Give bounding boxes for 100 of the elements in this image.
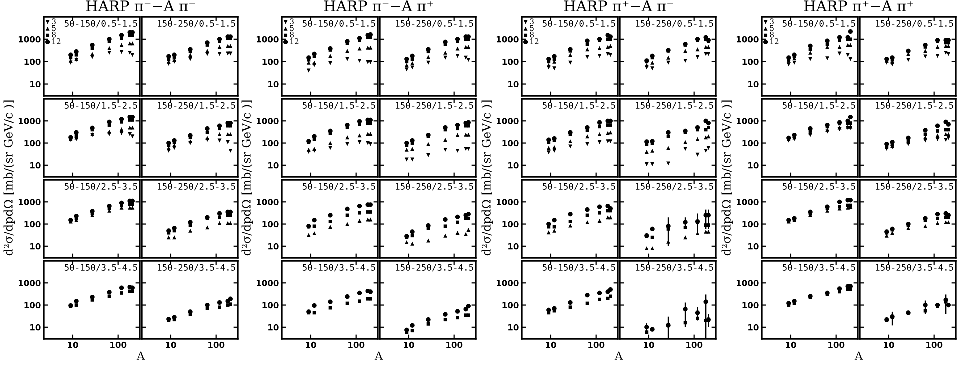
x-axis-title: A bbox=[614, 352, 624, 360]
y-tick-label: 10 bbox=[748, 324, 759, 331]
y-tick-label: 100 bbox=[24, 140, 41, 147]
y-tick-label: 10 bbox=[508, 81, 519, 88]
y-tick-label: 1000 bbox=[496, 199, 519, 206]
y-tick-label: 100 bbox=[24, 302, 41, 309]
y-tick-label: 10 bbox=[508, 324, 519, 331]
y-tick-label: 10 bbox=[30, 162, 41, 169]
y-tick-label: 10 bbox=[268, 81, 279, 88]
y-tick-label: 1000 bbox=[18, 118, 41, 124]
y-tick-label: 10 bbox=[748, 243, 759, 250]
x-tick-label: 10 bbox=[306, 342, 316, 348]
chart-subtitle: 150-250/2.5-3.5 bbox=[396, 183, 474, 191]
y-tick-label: 1000 bbox=[256, 36, 279, 43]
x-tick-label: 10 bbox=[786, 342, 796, 348]
chart-subtitle: 150-250/1.5-2.5 bbox=[158, 102, 236, 110]
y-tick-label: 100 bbox=[502, 302, 519, 309]
x-axis-title: A bbox=[374, 352, 384, 360]
y-tick-label: 1000 bbox=[256, 199, 279, 206]
x-axis-title: A bbox=[136, 352, 146, 360]
y-tick-label: 10 bbox=[508, 162, 519, 169]
y-tick-label: 100 bbox=[742, 140, 759, 147]
y-tick-label: 10 bbox=[508, 243, 519, 250]
chart-subtitle: 150-250/2.5-3.5 bbox=[636, 183, 714, 191]
x-tick-label: 10 bbox=[546, 342, 556, 348]
y-tick-label: 1000 bbox=[496, 36, 519, 43]
chart-subtitle: 150-250/0.5-1.5 bbox=[158, 20, 236, 28]
x-tick-label: 10 bbox=[884, 342, 894, 348]
y-tick-label: 100 bbox=[742, 221, 759, 228]
y-tick-label: 100 bbox=[502, 221, 519, 228]
chart-subtitle: 150-250/1.5-2.5 bbox=[636, 102, 714, 110]
chart-title: HARP π⁻−A π⁺ bbox=[324, 0, 434, 12]
y-tick-label: 100 bbox=[262, 221, 279, 228]
chart-title: HARP π⁻−A π⁻ bbox=[86, 0, 196, 12]
chart-subtitle: 50-150/0.5-1.5 bbox=[302, 20, 376, 28]
x-tick-label: 10 bbox=[404, 342, 414, 348]
y-tick-label: 100 bbox=[262, 140, 279, 147]
chart-subtitle: 50-150/0.5-1.5 bbox=[64, 20, 138, 28]
y-tick-label: 1000 bbox=[496, 280, 519, 286]
y-tick-label: 1000 bbox=[18, 199, 41, 206]
y-tick-label: 1000 bbox=[18, 280, 41, 286]
y-tick-label: 10 bbox=[268, 243, 279, 250]
y-tick-label: 1000 bbox=[736, 36, 759, 43]
x-tick-label: 100 bbox=[208, 342, 225, 348]
chart-title: HARP π⁺−A π⁻ bbox=[564, 0, 674, 12]
y-tick-label: 1000 bbox=[256, 118, 279, 124]
chart-subtitle: 150-250/3.5-4.5 bbox=[396, 264, 474, 272]
x-tick-label: 10 bbox=[166, 342, 176, 348]
y-axis-title: d²σ/dpdΩ [mb/(sr GeV/c )] bbox=[722, 100, 734, 256]
y-tick-label: 10 bbox=[268, 162, 279, 169]
y-tick-label: 10 bbox=[30, 81, 41, 88]
chart-title: HARP π⁺−A π⁺ bbox=[804, 0, 914, 12]
x-tick-label: 100 bbox=[828, 342, 845, 348]
x-tick-label: 100 bbox=[588, 342, 605, 348]
chart-subtitle: 150-250/0.5-1.5 bbox=[396, 20, 474, 28]
y-tick-label: 1000 bbox=[496, 118, 519, 124]
chart-subtitle: 50-150/1.5-2.5 bbox=[302, 102, 376, 110]
chart-subtitle: 50-150/0.5-1.5 bbox=[542, 20, 616, 28]
chart-subtitle: 50-150/2.5-3.5 bbox=[782, 183, 856, 191]
chart-subtitle: 150-250/0.5-1.5 bbox=[876, 20, 954, 28]
chart-subtitle: 50-150/3.5-4.5 bbox=[782, 264, 856, 272]
y-tick-label: 100 bbox=[262, 302, 279, 309]
x-tick-label: 10 bbox=[644, 342, 654, 348]
y-tick-label: 10 bbox=[748, 81, 759, 88]
chart-subtitle: 50-150/1.5-2.5 bbox=[782, 102, 856, 110]
chart-subtitle: 50-150/1.5-2.5 bbox=[542, 102, 616, 110]
x-tick-label: 100 bbox=[348, 342, 365, 348]
chart-subtitle: 150-250/2.5-3.5 bbox=[158, 183, 236, 191]
chart-subtitle: 150-250/1.5-2.5 bbox=[396, 102, 474, 110]
y-tick-label: 100 bbox=[262, 58, 279, 66]
chart-subtitle: 50-150/2.5-3.5 bbox=[302, 183, 376, 191]
chart-subtitle: 150-250/3.5-4.5 bbox=[636, 264, 714, 272]
chart-subtitle: 150-250/2.5-3.5 bbox=[876, 183, 954, 191]
y-axis-title: d²σ/dpdΩ [mb/(sr GeV/c )] bbox=[4, 100, 16, 256]
y-tick-label: 100 bbox=[24, 221, 41, 228]
y-tick-label: 10 bbox=[268, 324, 279, 331]
y-tick-label: 1000 bbox=[736, 118, 759, 124]
chart-subtitle: 50-150/2.5-3.5 bbox=[64, 183, 138, 191]
chart-subtitle: 50-150/1.5-2.5 bbox=[64, 102, 138, 110]
chart-subtitle: 50-150/0.5-1.5 bbox=[782, 20, 856, 28]
y-tick-label: 100 bbox=[742, 302, 759, 309]
chart-subtitle: 150-250/3.5-4.5 bbox=[876, 264, 954, 272]
x-tick-label: 10 bbox=[68, 342, 78, 348]
y-tick-label: 1000 bbox=[256, 280, 279, 286]
chart-subtitle: 150-250/3.5-4.5 bbox=[158, 264, 236, 272]
y-tick-label: 1000 bbox=[736, 199, 759, 206]
chart-subtitle: 50-150/3.5-4.5 bbox=[64, 264, 138, 272]
y-axis-title: d²σ/dpdΩ [mb/(sr GeV/c )] bbox=[242, 100, 254, 256]
y-axis-title: d²σ/dpdΩ [mb/(sr GeV/c )] bbox=[482, 100, 494, 256]
y-tick-label: 1000 bbox=[736, 280, 759, 286]
x-axis-title: A bbox=[854, 352, 864, 360]
chart-subtitle: 50-150/3.5-4.5 bbox=[302, 264, 376, 272]
x-tick-label: 100 bbox=[686, 342, 703, 348]
y-tick-label: 100 bbox=[24, 58, 41, 66]
x-tick-label: 100 bbox=[110, 342, 127, 348]
chart-subtitle: 50-150/3.5-4.5 bbox=[542, 264, 616, 272]
x-tick-label: 100 bbox=[926, 342, 943, 348]
y-tick-label: 10 bbox=[30, 324, 41, 331]
y-tick-label: 10 bbox=[748, 162, 759, 169]
y-tick-label: 10 bbox=[30, 243, 41, 250]
